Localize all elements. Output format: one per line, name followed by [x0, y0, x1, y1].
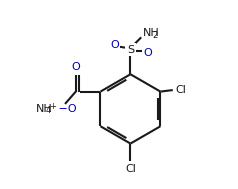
Text: +: +	[50, 102, 56, 112]
Text: O: O	[110, 40, 119, 50]
Text: S: S	[127, 45, 134, 55]
Text: −O: −O	[55, 104, 77, 114]
Text: 2: 2	[153, 30, 158, 40]
Text: NH: NH	[36, 104, 53, 114]
Text: O: O	[71, 62, 80, 72]
Text: 4: 4	[46, 106, 51, 115]
Text: Cl: Cl	[125, 164, 136, 174]
Text: Cl: Cl	[176, 85, 187, 95]
Text: O: O	[144, 48, 153, 58]
Text: NH: NH	[143, 28, 159, 38]
